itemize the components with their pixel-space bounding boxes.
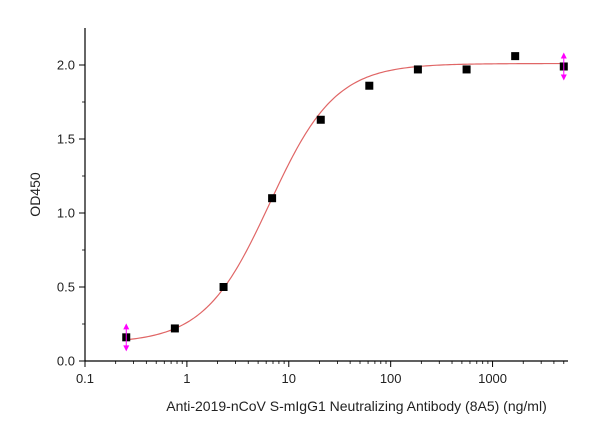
data-points-layer [122, 52, 568, 352]
data-point [316, 115, 325, 124]
data-point [268, 194, 277, 203]
error-bar-arrow-up [123, 323, 130, 330]
x-axis-title: Anti-2019-nCoV S-mIgG1 Neutralizing Anti… [166, 398, 547, 414]
y-tick-label: 1.0 [57, 206, 75, 221]
x-tick-label: 0.1 [76, 371, 94, 386]
x-tick-label: 10 [282, 371, 296, 386]
data-point [170, 324, 179, 333]
fit-curve [126, 62, 564, 341]
data-point [219, 283, 228, 291]
y-tick-label: 2.0 [57, 58, 75, 73]
error-bar-arrow-down [560, 74, 567, 81]
y-tick-label: 0.0 [57, 354, 75, 369]
y-tick-label: 0.5 [57, 280, 75, 295]
x-tick-label: 100 [380, 371, 402, 386]
x-tick-label: 1000 [478, 371, 507, 386]
y-axis-title: OD450 [27, 172, 43, 217]
data-point [413, 65, 422, 74]
axes: 0.1 1 10 100 1000 0.0 0.5 1.0 1.5 2.0 [57, 28, 568, 386]
x-tick-label: 1 [183, 371, 190, 386]
data-point [511, 52, 520, 61]
error-bar-arrow-down [123, 345, 130, 352]
error-bar-arrow-up [560, 52, 567, 59]
data-point [462, 65, 471, 74]
data-point [365, 81, 374, 90]
y-tick-label: 1.5 [57, 132, 75, 147]
fit-curve-layer [126, 62, 564, 341]
